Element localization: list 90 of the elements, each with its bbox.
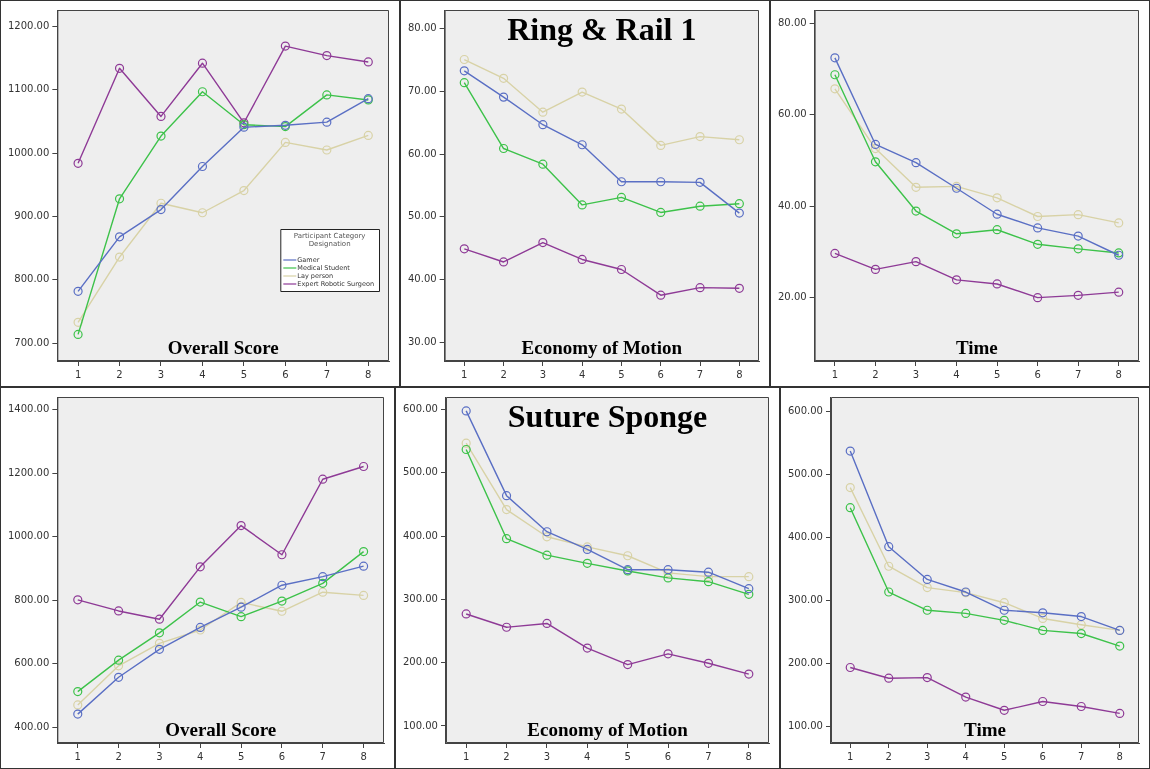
x-tick-label: 7 [319, 750, 326, 762]
x-tick-label: 5 [624, 750, 631, 762]
x-tick-label: 2 [885, 750, 892, 762]
x-tick-label: 1 [847, 750, 854, 762]
x-tick-label: 6 [1039, 750, 1046, 762]
y-tick-label: 50.00 [407, 210, 437, 222]
y-tick-label: 300.00 [402, 593, 438, 605]
x-tick-label: 8 [365, 368, 372, 380]
y-tick-label: 40.00 [777, 199, 807, 211]
x-axis-title: Time [955, 337, 998, 359]
y-tick-label: 500.00 [402, 466, 438, 478]
y-tick-label: 300.00 [787, 593, 823, 605]
x-tick-label: 5 [240, 368, 248, 380]
y-tick-label: 400.00 [787, 530, 823, 542]
y-tick-label: 60.00 [407, 147, 437, 159]
x-tick-label: 8 [1116, 750, 1123, 762]
y-tick-label: 400.00 [14, 720, 50, 732]
y-tick-label: 80.00 [407, 22, 437, 34]
chart-title: Ring & Rail 1 [507, 11, 697, 48]
x-tick-label: 3 [924, 750, 931, 762]
y-tick-label: 600.00 [787, 405, 823, 417]
x-tick-label: 8 [736, 368, 743, 380]
x-tick-label: 3 [543, 750, 551, 762]
y-tick-label: 70.00 [407, 85, 437, 97]
x-tick-label: 5 [618, 368, 625, 380]
x-tick-label: 6 [657, 368, 664, 380]
x-tick-label: 1 [74, 750, 81, 762]
x-tick-label: 7 [1074, 368, 1082, 380]
x-tick-label: 7 [696, 368, 704, 380]
x-axis-title: Time [964, 719, 1006, 741]
x-tick-label: 4 [199, 368, 206, 380]
x-tick-label: 6 [664, 750, 672, 762]
x-tick-label: 8 [745, 750, 752, 762]
y-tick-label: 60.00 [777, 108, 807, 120]
y-tick-label: 1000.00 [7, 530, 50, 542]
x-tick-label: 6 [282, 368, 289, 380]
x-tick-label: 4 [578, 368, 586, 380]
y-tick-label: 500.00 [787, 467, 823, 479]
y-tick-label: 1200.00 [7, 20, 50, 32]
y-tick-label: 600.00 [402, 403, 438, 415]
x-tick-label: 2 [872, 368, 879, 380]
y-tick-label: 100.00 [402, 719, 438, 731]
x-tick-label: 7 [323, 368, 330, 380]
x-tick-label: 8 [1115, 368, 1122, 380]
x-tick-label: 7 [705, 750, 712, 762]
y-tick-label: 600.00 [14, 657, 50, 669]
x-tick-label: 4 [962, 750, 969, 762]
x-tick-label: 6 [1034, 368, 1041, 380]
x-tick-label: 4 [584, 750, 591, 762]
x-tick-label: 1 [461, 368, 468, 380]
x-tick-label: 3 [539, 368, 547, 380]
x-tick-label: 1 [462, 750, 470, 762]
y-tick-label: 800.00 [14, 593, 50, 605]
x-axis-title: Overall Score [165, 719, 277, 741]
x-axis-title: Overall Score [167, 337, 279, 359]
x-tick-label: 4 [953, 368, 960, 380]
x-tick-label: 5 [1001, 750, 1008, 762]
y-tick-label: 40.00 [407, 273, 437, 285]
x-axis-title: Economy of Motion [527, 719, 689, 741]
y-tick-label: 200.00 [787, 656, 823, 668]
y-tick-label: 100.00 [787, 719, 823, 731]
x-tick-label: 7 [1078, 750, 1085, 762]
x-tick-label: 5 [993, 368, 1001, 380]
x-tick-label: 1 [74, 368, 82, 380]
x-tick-label: 2 [116, 368, 123, 380]
y-tick-label: 900.00 [14, 210, 50, 222]
y-tick-label: 700.00 [14, 336, 50, 348]
x-tick-label: 2 [115, 750, 122, 762]
x-tick-label: 6 [278, 750, 286, 762]
x-tick-label: 3 [157, 368, 165, 380]
x-tick-label: 2 [500, 368, 507, 380]
y-tick-label: 1400.00 [7, 403, 50, 415]
x-tick-label: 5 [237, 750, 245, 762]
y-tick-label: 200.00 [402, 656, 438, 668]
x-tick-label: 8 [360, 750, 367, 762]
x-tick-label: 4 [197, 750, 204, 762]
y-tick-label: 800.00 [14, 273, 50, 285]
x-tick-label: 3 [156, 750, 163, 762]
x-axis-title: Economy of Motion [521, 337, 683, 359]
y-tick-label: 400.00 [402, 529, 438, 541]
x-tick-label: 1 [831, 368, 839, 380]
y-tick-label: 1000.00 [7, 146, 50, 158]
y-tick-label: 30.00 [407, 335, 437, 347]
y-tick-label: 20.00 [777, 290, 807, 302]
x-tick-label: 3 [912, 368, 920, 380]
chart-title: Suture Sponge [507, 398, 708, 435]
y-tick-label: 80.00 [777, 17, 807, 29]
y-tick-label: 1200.00 [7, 466, 50, 478]
y-tick-label: 1100.00 [7, 83, 50, 95]
x-tick-label: 2 [503, 750, 510, 762]
